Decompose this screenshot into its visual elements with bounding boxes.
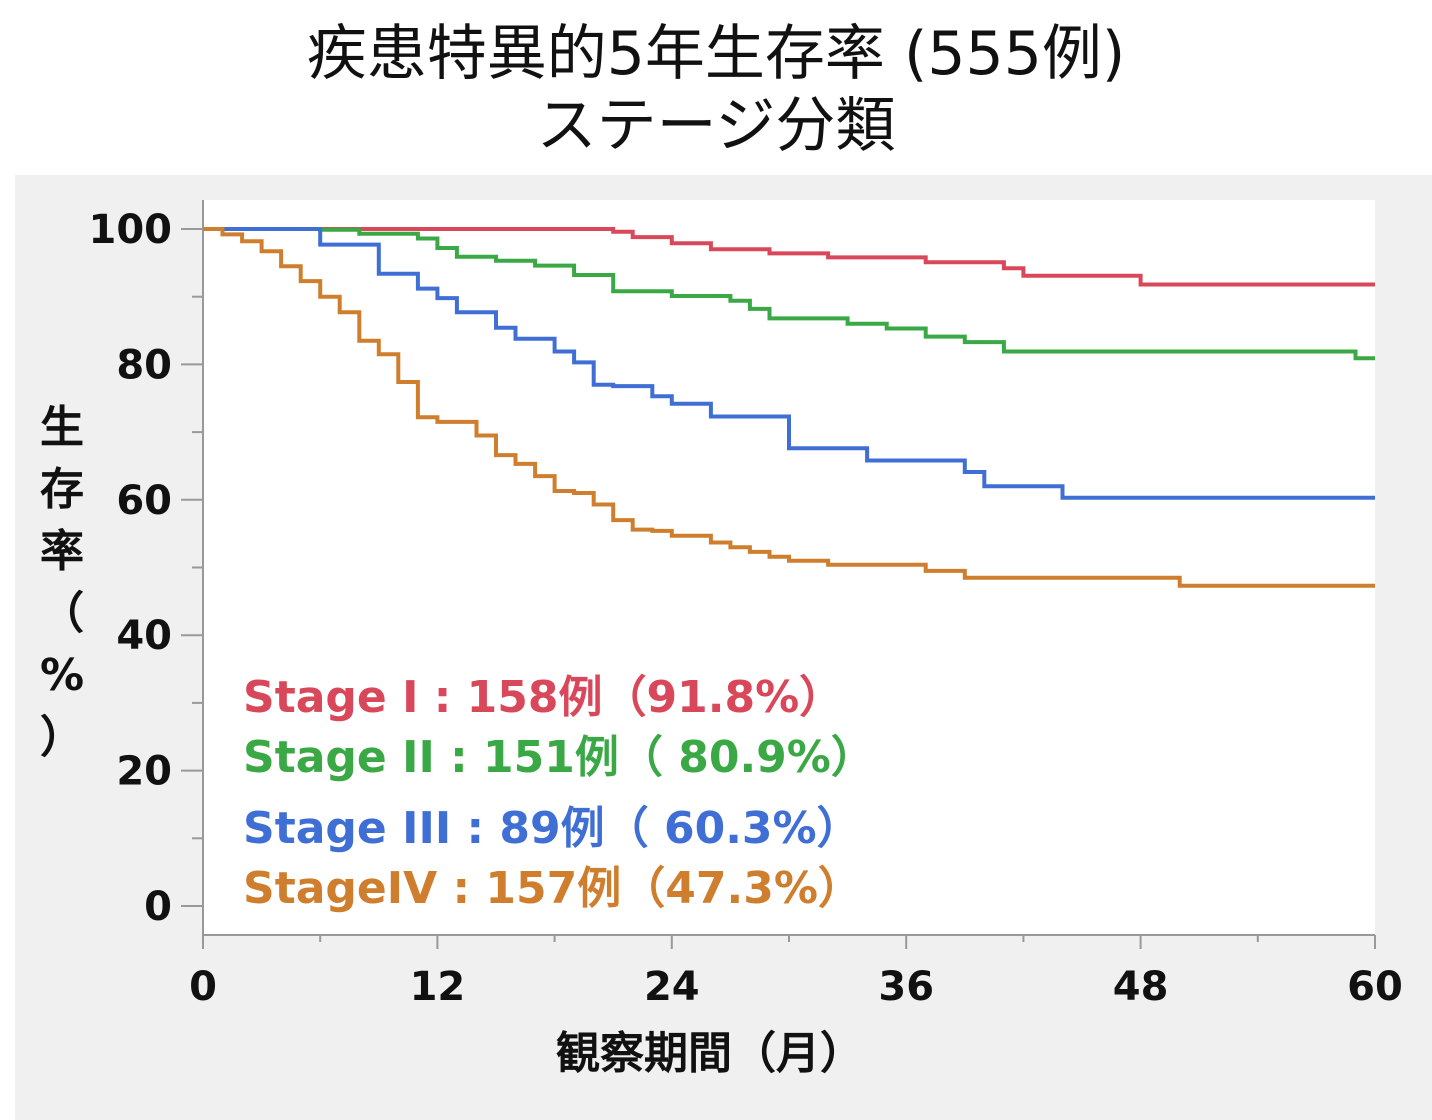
legend: Stage I : 158例（91.8%） Stage II : 151例（ 80… [243,672,875,914]
x-tick-label: 36 [878,964,934,1010]
y-axis-title-char: 率 [40,526,84,577]
y-tick-label: 60 [116,478,172,524]
legend-entry-4: StageIV : 157例（47.3%） [243,863,862,914]
axes: 0 20 40 60 80 100 0 12 24 36 48 60 [89,200,1403,1010]
series-lines [203,227,1375,588]
x-tick-label: 24 [644,964,700,1010]
y-axis-title-char: % [40,650,84,701]
legend-entry-2: Stage II : 151例（ 80.9%） [243,732,875,783]
x-tick-label: 60 [1347,964,1403,1010]
y-tick-label: 0 [144,884,172,930]
chart-title: 疾患特異的5年生存率 (555例) [306,19,1126,89]
y-tick-label: 80 [116,342,172,388]
y-axis-title-char: 生 [40,402,84,453]
y-tick-label: 20 [116,749,172,795]
x-tick-label: 12 [410,964,466,1010]
y-tick-label: 40 [116,613,172,659]
series-line-2 [203,227,1375,361]
chart-title-block: 疾患特異的5年生存率 (555例) ステージ分類 [0,18,1432,162]
series-line-4 [203,227,1375,588]
plot-area [203,200,1375,935]
legend-entry-3: Stage III : 89例（ 60.3%） [243,803,861,854]
x-tick-label: 48 [1113,964,1169,1010]
legend-entry-1: Stage I : 158例（91.8%） [243,672,843,723]
chart-subtitle: ステージ分類 [536,91,896,161]
y-axis-title: 生存率 （% ） [40,402,84,763]
series-line-3 [203,227,1375,500]
x-axis-title: 観察期間（月） [556,1028,864,1079]
y-axis-title-char: （ [40,588,84,639]
y-axis-title-char: 存 [40,464,84,515]
series-line-1 [203,227,1375,287]
y-axis-title-char: ） [40,712,84,763]
x-tick-label: 0 [189,964,217,1010]
y-tick-label: 100 [89,207,173,253]
